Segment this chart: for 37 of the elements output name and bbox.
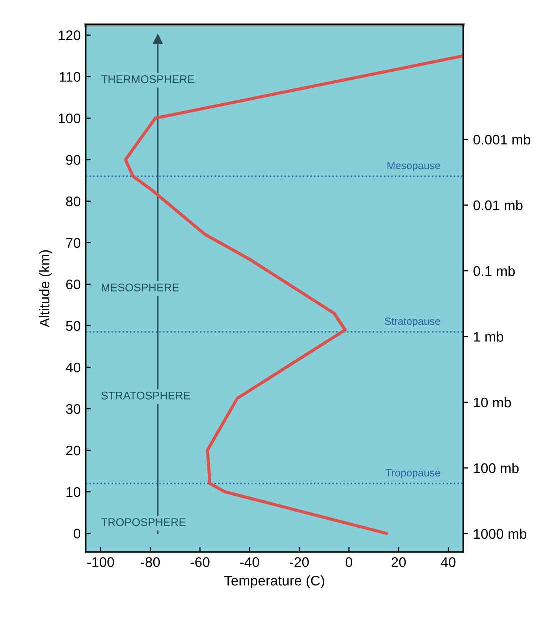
x-tick-label: 0 [346,557,353,568]
x-tick-label: -20 [290,557,310,568]
ref-line-label: Stratopause [385,318,440,328]
y-tick-label: 0 [74,528,81,539]
x-tick-label: -40 [240,557,260,568]
y-tick-label: 80 [66,196,81,207]
y-axis-title: Altitude (km) [39,250,52,328]
annotation: MESOSPHERE [102,284,180,292]
x-tick-label: -100 [88,557,114,568]
x-tick-label: -80 [141,557,160,568]
ref-line-label: Mesopause [388,162,440,172]
annotation: STRATOSPHERE [102,392,190,400]
y-tick-label: 120 [59,30,81,41]
x-tick-label: 40 [441,557,456,568]
y2-tick-label: 0.1 mb [474,266,516,276]
y-tick-label: 30 [66,404,81,414]
y-tick-label: 90 [66,155,81,166]
y-tick-label: 40 [66,362,81,373]
ref-line-label: Tropopause [386,469,440,479]
y-tick-label: 110 [60,72,81,82]
y2-tick-label: 1000 mb [474,528,527,540]
y2-tick-label: 1 mb [474,332,504,342]
y2-tick-label: 10 mb [474,397,512,408]
y2-tick-label: 0.001 mb [474,134,530,145]
y-tick-label: 60 [66,280,81,290]
y-tick-label: 20 [66,446,81,456]
x-tick-label: -60 [190,557,210,568]
y-tick-label: 50 [66,321,81,332]
x-axis-title: Temperature (C) [224,576,324,589]
y-tick-label: 10 [66,487,81,498]
annotation: TROPOSPHERE [101,518,186,526]
y-tick-label: 100 [59,114,81,124]
y2-tick-label: 0.01 mb [474,200,523,211]
y-tick-label: 70 [66,238,81,248]
y2-tick-label: 100 mb [474,463,519,474]
x-tick-label: 20 [392,557,406,568]
annotation: THERMOSPHERE [101,76,194,84]
